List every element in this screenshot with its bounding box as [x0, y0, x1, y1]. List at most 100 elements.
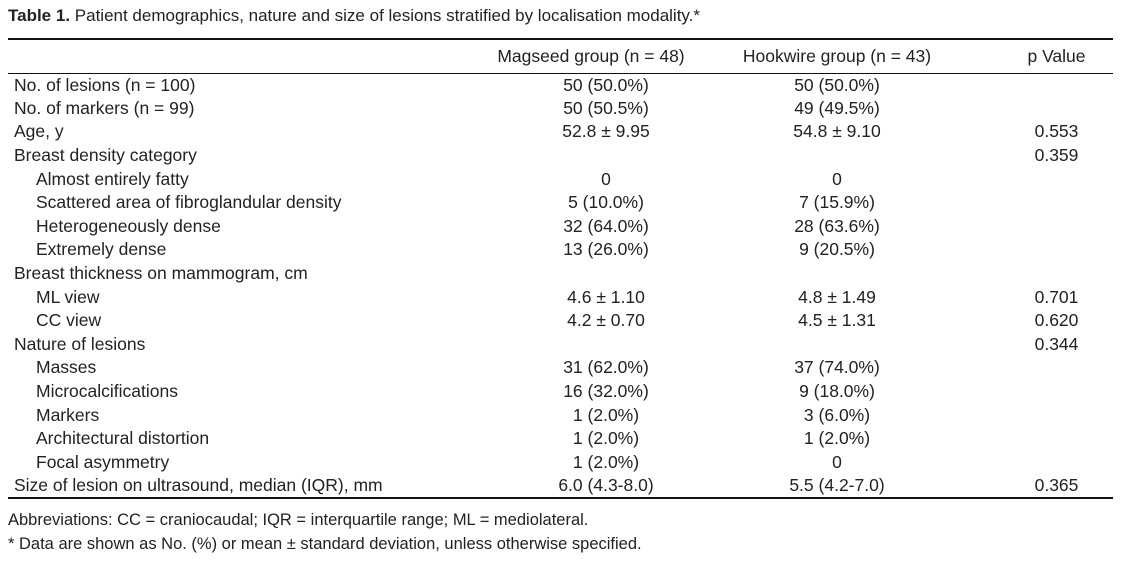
table-row: Almost entirely fatty 0 0 — [8, 167, 1113, 191]
row-label: Markers — [36, 404, 100, 425]
magseed-value: 1 (2.0%) — [572, 451, 640, 472]
hookwire-value: 7 (15.9%) — [799, 192, 875, 213]
table-row: Size of lesion on ultrasound, median (IQ… — [8, 474, 1113, 500]
hookwire-value — [704, 262, 970, 286]
column-header-variable — [8, 38, 478, 74]
magseed-value: 6.0 (4.3-8.0) — [478, 474, 704, 500]
table-caption-label: Table 1. — [8, 6, 71, 25]
magseed-value — [478, 333, 704, 357]
row-label: Age, y — [14, 121, 64, 142]
hookwire-value: 3 (6.0%) — [803, 404, 871, 425]
table-row: Markers 1 (2.0%) 3 (6.0%) — [8, 403, 1113, 427]
table-row: Microcalcifications 16 (32.0%) 9 (18.0%) — [8, 380, 1113, 404]
p-value — [970, 215, 1113, 239]
p-value: 0.701 — [1034, 286, 1079, 307]
table-row: Scattered area of fibroglandular density… — [8, 191, 1113, 215]
row-label: Extremely dense — [36, 239, 167, 260]
p-value: 0.620 — [1034, 310, 1079, 331]
table-row: Age, y 52.8 ± 9.95 54.8 ± 9.10 0.553 — [8, 120, 1113, 144]
table-caption: Table 1. Patient demographics, nature an… — [8, 4, 700, 28]
row-label: Scattered area of fibroglandular density — [36, 192, 342, 213]
hookwire-value: 50 (50.0%) — [794, 74, 880, 95]
table-row: Breast thickness on mammogram, cm — [8, 262, 1113, 286]
row-label: No. of lesions (n = 100) — [14, 74, 196, 95]
row-label: Heterogeneously dense — [36, 215, 221, 236]
magseed-value: 4.6 ± 1.10 — [567, 286, 645, 307]
p-value — [970, 97, 1113, 121]
magseed-value: 1 (2.0%) — [572, 428, 640, 449]
p-value — [970, 451, 1113, 475]
p-value — [970, 356, 1113, 380]
p-value: 0.365 — [970, 474, 1113, 500]
p-value — [970, 191, 1113, 215]
p-value — [970, 262, 1113, 286]
hookwire-value — [704, 333, 970, 357]
p-value — [970, 73, 1113, 97]
hookwire-value: 28 (63.6%) — [794, 215, 880, 236]
magseed-value: 1 (2.0%) — [572, 404, 640, 425]
hookwire-value: 1 (2.0%) — [803, 428, 871, 449]
row-label: CC view — [36, 310, 102, 331]
row-label: Breast density category — [14, 145, 197, 166]
hookwire-value: 0 — [832, 451, 842, 472]
magseed-value: 13 (26.0%) — [563, 239, 649, 260]
row-label: Almost entirely fatty — [36, 168, 189, 189]
hookwire-value: 9 (20.5%) — [799, 239, 875, 260]
p-value — [970, 403, 1113, 427]
row-label: No. of markers (n = 99) — [14, 97, 195, 118]
hookwire-value: 0 — [832, 168, 842, 189]
row-label: Breast thickness on mammogram, cm — [14, 263, 308, 284]
p-value — [970, 238, 1113, 262]
magseed-value: 52.8 ± 9.95 — [562, 121, 650, 142]
magseed-value: 4.2 ± 0.70 — [567, 310, 645, 331]
p-value — [970, 380, 1113, 404]
hookwire-value: 49 (49.5%) — [794, 97, 880, 118]
row-label: Microcalcifications — [36, 381, 178, 402]
table-caption-text: Patient demographics, nature and size of… — [70, 6, 701, 25]
magseed-value: 50 (50.5%) — [563, 97, 649, 118]
table-row: CC view 4.2 ± 0.70 4.5 ± 1.31 0.620 — [8, 309, 1113, 333]
magseed-value: 0 — [601, 168, 611, 189]
column-header-p-value: p Value — [970, 38, 1113, 74]
magseed-value — [478, 144, 704, 168]
table-row: No. of markers (n = 99) 50 (50.5%) 49 (49.… — [8, 97, 1113, 121]
table-row: Breast density category 0.359 — [8, 144, 1113, 168]
magseed-value: 5 (10.0%) — [568, 192, 644, 213]
demographics-table: Magseed group (n = 48) Hookwire group (n… — [8, 38, 1113, 500]
hookwire-value: 4.8 ± 1.49 — [798, 286, 876, 307]
magseed-value: 32 (64.0%) — [563, 215, 649, 236]
table-row: Heterogeneously dense 32 (64.0%) 28 (63.6%… — [8, 215, 1113, 239]
hookwire-value: 54.8 ± 9.10 — [793, 121, 881, 142]
magseed-value: 31 (62.0%) — [563, 357, 649, 378]
row-label: Architectural distortion — [36, 428, 210, 449]
column-header-hookwire: Hookwire group (n = 43) — [704, 38, 970, 74]
hookwire-value: 9 (18.0%) — [799, 381, 875, 402]
footnote-data-note: * Data are shown as No. (%) or mean ± st… — [8, 535, 642, 553]
column-header-magseed: Magseed group (n = 48) — [478, 38, 704, 74]
p-value: 0.553 — [1034, 121, 1079, 142]
table-row: Architectural distortion 1 (2.0%) 1 (2.0%) — [8, 427, 1113, 451]
row-label: Focal asymmetry — [36, 451, 170, 472]
table-body: No. of lesions (n = 100) 50 (50.0%) 50 (50… — [8, 73, 1113, 500]
hookwire-value — [704, 144, 970, 168]
p-value — [970, 167, 1113, 191]
table-footnotes: Abbreviations: CC = craniocaudal; IQR = … — [8, 508, 642, 556]
magseed-value: 16 (32.0%) — [563, 381, 649, 402]
row-label: Masses — [36, 357, 97, 378]
table-row: No. of lesions (n = 100) 50 (50.0%) 50 (50… — [8, 73, 1113, 97]
magseed-value — [478, 262, 704, 286]
table-row: Masses 31 (62.0%) 37 (74.0%) — [8, 356, 1113, 380]
hookwire-value: 5.5 (4.2-7.0) — [704, 474, 970, 500]
row-label: Nature of lesions — [14, 333, 146, 354]
p-value: 0.344 — [1034, 333, 1079, 354]
magseed-value: 50 (50.0%) — [563, 74, 649, 95]
table-row: Extremely dense 13 (26.0%) 9 (20.5%) — [8, 238, 1113, 262]
footnote-abbreviations: Abbreviations: CC = craniocaudal; IQR = … — [8, 511, 589, 529]
row-label: ML view — [36, 286, 100, 307]
row-label: Size of lesion on ultrasound, median (IQ… — [8, 474, 478, 500]
p-value: 0.359 — [1034, 145, 1079, 166]
table-row: ML view 4.6 ± 1.10 4.8 ± 1.49 0.701 — [8, 285, 1113, 309]
hookwire-value: 37 (74.0%) — [794, 357, 880, 378]
table-header-row: Magseed group (n = 48) Hookwire group (n… — [8, 38, 1113, 74]
hookwire-value: 4.5 ± 1.31 — [798, 310, 876, 331]
